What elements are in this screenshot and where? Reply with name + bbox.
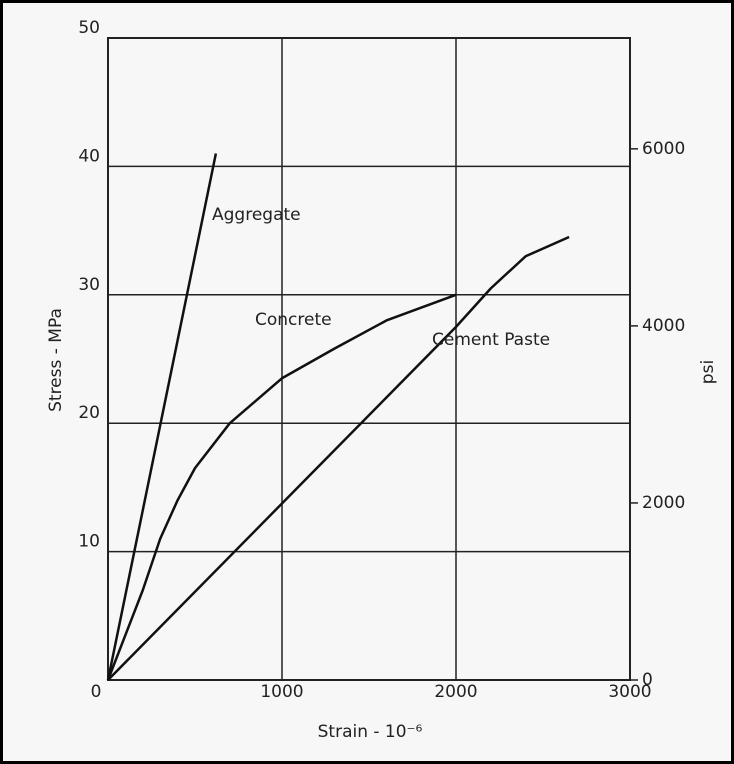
frame [2, 2, 733, 763]
y-tick-label: 30 [78, 275, 100, 295]
y-tick-label: 10 [78, 532, 100, 552]
x-tick-label: 1000 [260, 682, 303, 702]
y2-tick-label: 6000 [642, 139, 685, 159]
y2-tick-label: 2000 [642, 493, 685, 513]
y2-axis-label: psi [698, 360, 718, 384]
x-axis-label: Strain - 10⁻⁶ [318, 722, 423, 742]
x-tick-label: 2000 [434, 682, 477, 702]
series-label: Aggregate [212, 205, 301, 225]
y-tick-label: 50 [78, 18, 100, 38]
series-label: Concrete [255, 310, 332, 330]
y-tick-label: 40 [78, 146, 100, 166]
series-label: Cement Paste [432, 330, 550, 350]
y-tick-label: 20 [78, 403, 100, 423]
y-axis-label: Stress - MPa [46, 308, 66, 412]
chart: Strain - 10⁻⁶ Stress - MPa psi 10 20 30 40 5… [0, 0, 734, 764]
x-tick-label: 0 [91, 682, 102, 702]
y2-tick-label: 0 [642, 670, 653, 690]
y2-tick-label: 4000 [642, 316, 685, 336]
